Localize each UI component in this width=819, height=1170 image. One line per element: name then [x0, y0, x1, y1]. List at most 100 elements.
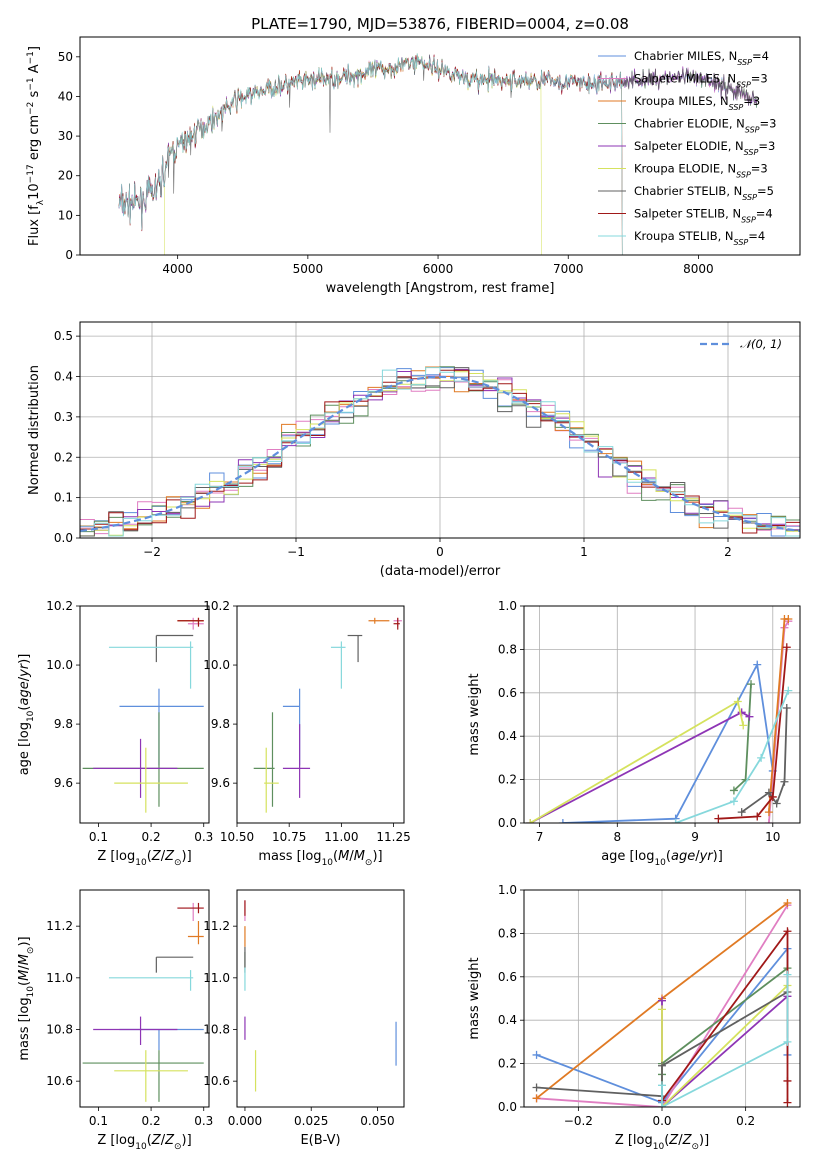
- plus-marker: [558, 819, 567, 823]
- x-tick-label: 6000: [423, 262, 454, 276]
- data-point-salpeter_miles: [177, 902, 204, 921]
- figure-panels: 4000 5000 6000 7000 800001020304050wavelengt…: [17, 36, 801, 1152]
- y-tick-label: 30: [58, 129, 73, 143]
- label-part: ⊙: [365, 858, 373, 868]
- series-salpeter_stelib: [658, 927, 792, 1107]
- label-part: )]: [17, 936, 32, 946]
- plus-marker: [780, 777, 789, 786]
- legend-sub: SSP: [745, 125, 760, 134]
- label-part: yr: [17, 662, 32, 678]
- label-part: Z [log: [97, 1133, 135, 1148]
- legend-sub: SSP: [734, 238, 749, 247]
- data-point-kroupa_elodie: [264, 747, 279, 813]
- plus-marker: [658, 1081, 666, 1090]
- legend-suffix: =5: [757, 184, 774, 198]
- mass_weight_vs_age-grid: [524, 605, 800, 824]
- label-part: Z [log: [97, 849, 135, 864]
- plus-marker: [658, 1103, 666, 1107]
- plus-marker: [768, 792, 777, 801]
- label-part: Z [log: [615, 1133, 653, 1148]
- x-tick-label: 11.00: [324, 830, 358, 844]
- legend-label: Salpeter MILES, N: [634, 72, 736, 86]
- label-part: )]: [182, 1133, 192, 1148]
- series-line: [536, 991, 788, 1098]
- y-tick-label: 11.0: [46, 971, 73, 985]
- y-tick-label: 10.0: [46, 658, 73, 672]
- series-line-kroupa_elodie: [164, 56, 757, 255]
- series-kroupa_miles: [764, 615, 793, 817]
- series-chabrier_elodie: [658, 964, 792, 1079]
- y-tick-label: 0.8: [498, 642, 517, 656]
- label-part: age [log: [601, 849, 654, 864]
- x-tick-label: 0.2: [142, 830, 161, 844]
- legend-sub: SSP: [736, 170, 751, 179]
- legend-suffix: =4: [752, 49, 769, 63]
- plus-marker: [783, 1098, 792, 1107]
- label-part: −17: [26, 164, 36, 183]
- label-part: /: [17, 676, 32, 681]
- plus-marker: [747, 680, 756, 689]
- legend-entry: Salpeter ELODIE, NSSP=3: [634, 139, 775, 157]
- label-part: age [log: [17, 722, 32, 775]
- x-tick-label: 5000: [293, 262, 324, 276]
- y-tick-label: 11.2: [46, 919, 73, 933]
- plus-marker: [658, 1061, 666, 1070]
- x-tick-label: 11.25: [376, 830, 410, 844]
- y-tick-label: 10.0: [203, 658, 230, 672]
- x-tick-label: −0.2: [564, 1114, 593, 1128]
- mass_vs_z-plot-area: [82, 902, 204, 1102]
- label-part: wavelength [Angstrom, rest frame]: [326, 281, 555, 296]
- label-part: erg cm: [27, 115, 42, 164]
- series-line: [718, 647, 788, 820]
- plus-marker: [532, 1083, 541, 1092]
- plus-marker: [745, 712, 754, 721]
- plus-marker: [783, 899, 792, 908]
- x-tick-label: 1: [580, 545, 588, 559]
- legend-entry: Chabrier STELIB, NSSP=5: [634, 184, 774, 202]
- label-part: (: [17, 981, 32, 986]
- plus-marker: [764, 819, 773, 823]
- axes-frame: [79, 889, 210, 1108]
- x-tick-label: 0.000: [228, 1114, 262, 1128]
- y-axis-label: Flux [fλ10−17 erg cm−2 s−1 A−1]: [26, 46, 46, 246]
- y-tick-label: 0.2: [498, 1057, 517, 1071]
- series-line-kroupa_stelib: [118, 53, 757, 255]
- y-tick-label: 10: [58, 208, 73, 222]
- y-tick-label: 0.0: [498, 816, 517, 830]
- x-tick-label: 10: [765, 830, 780, 844]
- label-part: (: [666, 849, 671, 864]
- series-kroupa_stelib: [671, 686, 793, 823]
- panel-age_vs_z: 0.1 0.2 0.39.69.810.010.2Z [log10(Z/Z⊙)]ag…: [17, 599, 213, 868]
- residuals-plot-area: [80, 366, 800, 538]
- y-tick-label: 0: [65, 248, 73, 262]
- legend-suffix: =4: [756, 207, 773, 221]
- plus-marker: [782, 643, 791, 652]
- panel-mass_vs_ebv: 0.000 0.025 0.050 10.6 10.8 11.0 11.2 E(B-V): [203, 889, 405, 1148]
- y-tick-label: 11.2: [203, 919, 230, 933]
- legend-sub: SSP: [737, 58, 752, 67]
- label-part: /: [678, 1133, 683, 1148]
- axes-frame: [79, 321, 801, 539]
- legend-label: Salpeter STELIB, N: [634, 207, 741, 221]
- label-part: /: [161, 849, 166, 864]
- data-point-chabrier_stelib: [155, 956, 194, 973]
- legend: 𝒩(0, 1): [700, 337, 782, 351]
- data-point-kroupa_stelib: [108, 970, 194, 991]
- y-tick-label: 11.0: [203, 971, 230, 985]
- y-tick-label: 0.0: [498, 1100, 517, 1114]
- label-part: Normed distribution: [27, 365, 42, 495]
- label-part: Z: [164, 1133, 175, 1148]
- spectrum-plot-area: [118, 53, 758, 255]
- x-tick-label: 0: [436, 545, 444, 559]
- data-point-chabrier_miles: [119, 1028, 204, 1051]
- y-tick-label: 0.5: [54, 329, 73, 343]
- data-point-kroupa_stelib: [108, 641, 194, 689]
- legend-entry: Kroupa ELODIE, NSSP=3: [634, 162, 768, 180]
- y-tick-label: 1.0: [498, 883, 517, 897]
- x-tick-label: −2: [143, 545, 161, 559]
- y-tick-label: 0.4: [54, 370, 73, 384]
- plus-marker: [526, 819, 535, 823]
- legend-sub: SSP: [729, 103, 744, 112]
- y-tick-label: 10.8: [46, 1023, 73, 1037]
